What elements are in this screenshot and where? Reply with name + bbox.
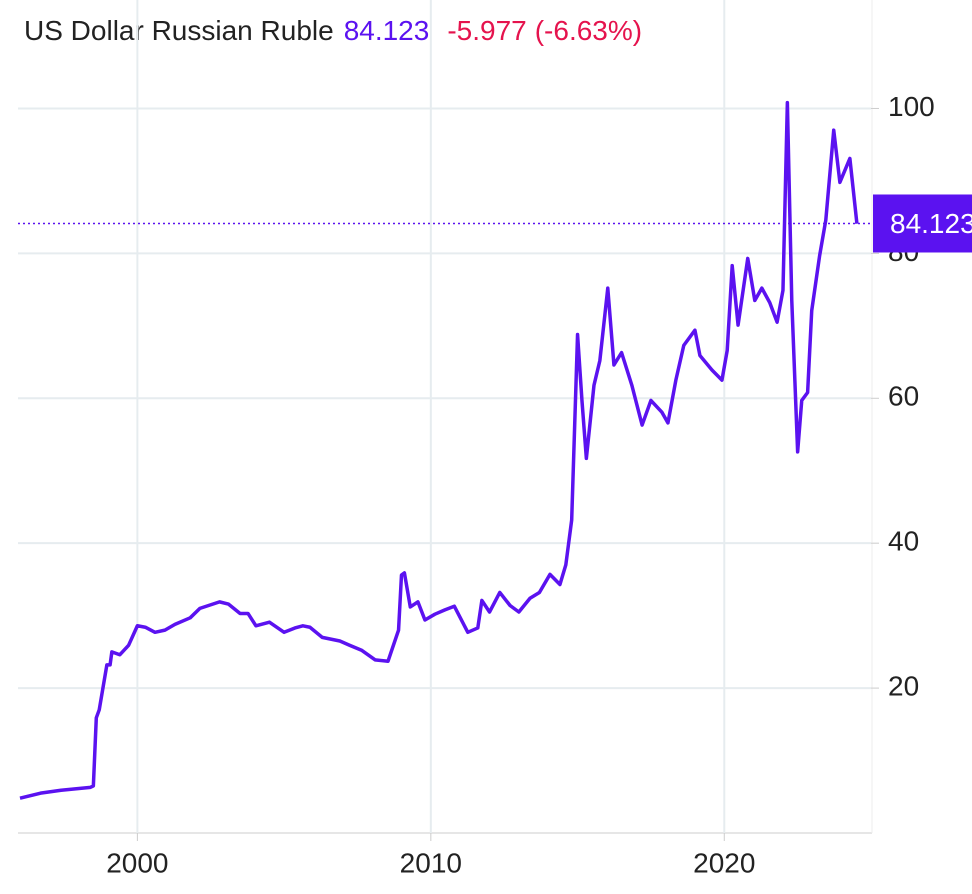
price-line — [19, 100, 859, 800]
change-percent: (-6.63%) — [535, 15, 642, 46]
last-value: 84.123 — [344, 15, 430, 46]
y-tick-label: 40 — [888, 526, 919, 557]
y-tick-label: 60 — [888, 381, 919, 412]
last-price-box — [873, 194, 972, 253]
title: US Dollar Russian Ruble — [24, 15, 334, 46]
change: -5.977 — [447, 15, 526, 46]
last-price-label: 84.123 — [890, 208, 972, 239]
x-tick-label: 2010 — [400, 847, 462, 878]
y-tick-label: 20 — [888, 670, 919, 701]
x-tick-label: 2000 — [106, 847, 168, 878]
chart-title: US Dollar Russian Ruble 84.123 -5.977 (-6.6… — [24, 15, 642, 46]
y-tick-label: 100 — [888, 91, 935, 122]
x-tick-label: 2020 — [693, 847, 755, 878]
